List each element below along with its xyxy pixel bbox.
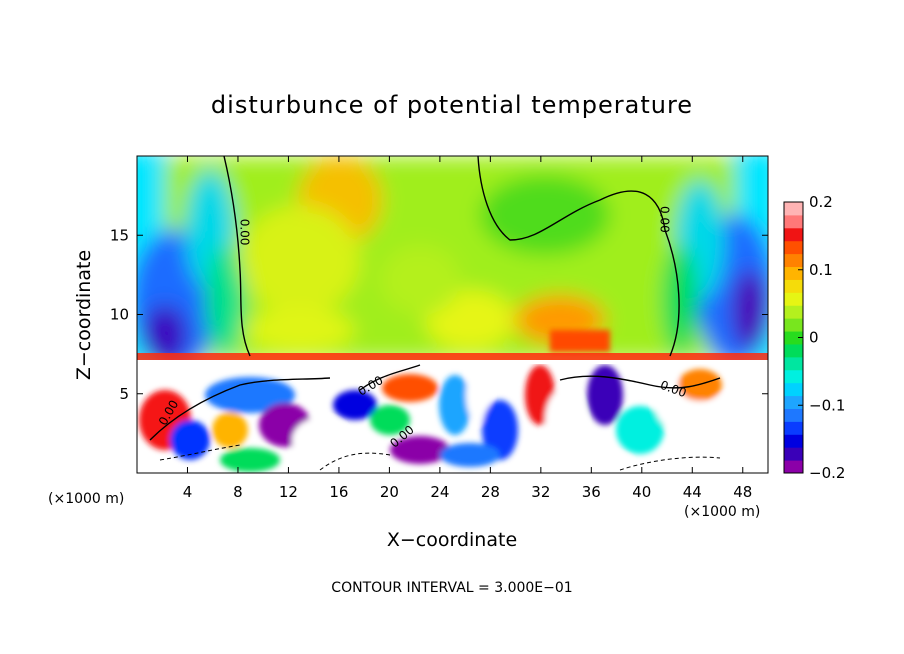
colorbar-tick-label-0: 0.2 [809, 193, 833, 211]
x-tick-label-2: 12 [279, 483, 298, 501]
colorbar-swatch-9 [784, 343, 803, 358]
colorbar-swatch-19 [784, 214, 803, 229]
y-axis-ticks: 5 10 15 [110, 226, 768, 403]
colorbar-swatch-1 [784, 447, 803, 461]
colorbar-swatch-15 [784, 266, 803, 280]
colorbar-tick-label-3: −0.1 [809, 396, 845, 414]
colorbar-swatch-6 [784, 382, 803, 397]
colorbar-tick-label-1: 0.1 [809, 261, 833, 279]
x-tick-label-11: 48 [733, 483, 752, 501]
colorbar-swatch-17 [784, 240, 803, 255]
x-axis-ticks: 4 8 12 16 20 24 28 32 36 40 44 48 [183, 156, 752, 501]
colorbar-swatch-0 [784, 460, 803, 474]
colorbar-swatch-20 [784, 202, 803, 216]
colorbar-swatch-3 [784, 421, 803, 435]
colorbar-swatch-16 [784, 253, 803, 268]
x-tick-label-1: 8 [233, 483, 243, 501]
y-axis-label: Z−coordinate [73, 250, 95, 380]
colorbar-tick-label-2: 0 [809, 329, 819, 347]
x-tick-label-0: 4 [183, 483, 193, 501]
y-tick-label-0: 5 [119, 385, 129, 403]
x-tick-label-10: 44 [683, 483, 702, 501]
y-tick-label-1: 10 [110, 306, 129, 324]
contour-label-0: 0.00 [237, 219, 251, 246]
colorbar-swatch-10 [784, 331, 803, 345]
y-tick-label-2: 15 [110, 226, 129, 244]
colorbar-swatch-2 [784, 434, 803, 448]
colorbar [783, 201, 804, 474]
colorbar-swatch-4 [784, 408, 803, 422]
x-tick-label-7: 32 [531, 483, 550, 501]
colorbar-swatch-13 [784, 292, 803, 306]
colorbar-ticks: 0.2 0.1 0 −0.1 −0.2 [798, 193, 845, 482]
x-unit-right: (×1000 m) [684, 504, 760, 520]
x-tick-label-3: 16 [329, 483, 348, 501]
colorbar-swatch-14 [784, 279, 803, 293]
x-tick-label-9: 40 [632, 483, 651, 501]
colorbar-swatch-8 [784, 356, 803, 371]
x-tick-label-4: 20 [380, 483, 399, 501]
x-axis-label: X−coordinate [387, 529, 517, 551]
field-heatmap [137, 156, 768, 473]
contour-interval-note: CONTOUR INTERVAL = 3.000E−01 [331, 580, 572, 596]
chart-title: disturbunce of potential temperature [211, 91, 693, 119]
x-tick-label-5: 24 [430, 483, 449, 501]
colorbar-swatch-7 [784, 369, 803, 384]
contour-label-1: 0.00 [658, 206, 672, 233]
colorbar-tick-label-4: −0.2 [809, 464, 845, 482]
x-tick-label-6: 28 [481, 483, 500, 501]
colorbar-swatch-18 [784, 227, 803, 242]
x-unit-left: (×1000 m) [48, 491, 124, 507]
colorbar-swatch-12 [784, 305, 803, 319]
x-tick-label-8: 36 [582, 483, 601, 501]
colorbar-swatch-5 [784, 395, 803, 409]
colorbar-swatch-11 [784, 318, 803, 332]
